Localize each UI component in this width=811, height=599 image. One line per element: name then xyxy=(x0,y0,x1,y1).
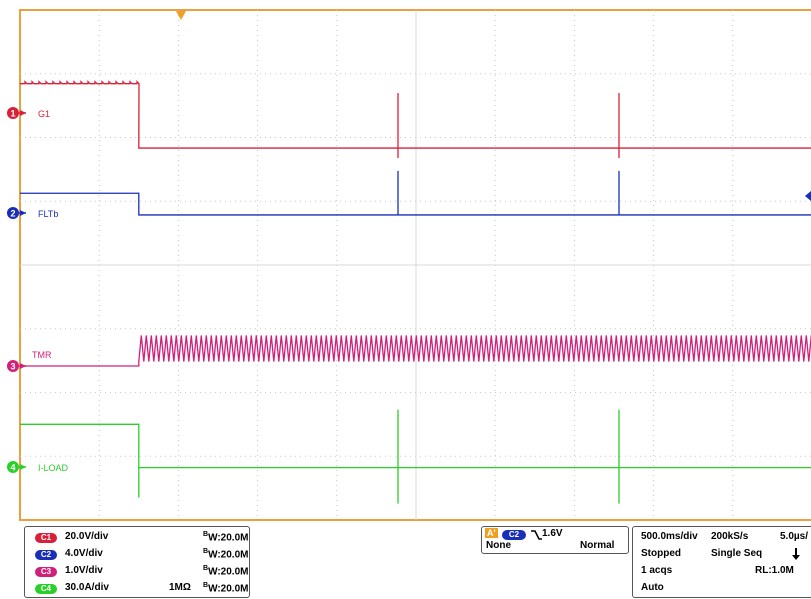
channel-marker-number: 1 xyxy=(10,109,15,119)
channel-marker-4[interactable]: 4 I-LOAD xyxy=(7,461,69,473)
waveform-traces xyxy=(20,80,811,504)
trigger-source-badge: C2 xyxy=(502,530,526,540)
channel-badge-c2[interactable]: C2 xyxy=(35,550,57,560)
timebase: 500.0ms/div xyxy=(641,531,698,542)
bandwidth-c4: BW:20.0M xyxy=(203,582,249,595)
auto-mode: Auto xyxy=(641,582,664,593)
channel-row-c2[interactable]: C2 4.0V/div BW:20.0M xyxy=(25,547,249,565)
bandwidth-c3: BW:20.0M xyxy=(203,565,249,578)
channel-scale-c3: 1.0V/div xyxy=(65,565,103,576)
channel-scale-c4: 30.0A/div xyxy=(65,582,109,593)
channel-marker-1[interactable]: 1 G1 xyxy=(7,107,50,119)
acq-state: Stopped xyxy=(641,548,681,559)
channel-label-tmr: TMR xyxy=(32,350,52,360)
channel-marker-dot[interactable] xyxy=(7,207,19,219)
falling-edge-icon xyxy=(531,530,542,540)
channel-marker-2[interactable]: 2 FLTb xyxy=(7,207,58,219)
trace-i-load xyxy=(20,409,811,504)
resolution: 5.0µs/ xyxy=(780,531,809,542)
acq-mode: Single Seq xyxy=(711,548,763,559)
channel-label-fltb: FLTb xyxy=(38,209,58,219)
trace-fltb xyxy=(20,170,811,216)
trigger-position-marker[interactable] xyxy=(176,11,186,20)
coupling-c4: 1MΩ xyxy=(169,582,191,593)
channel-markers: 1 G1 2 FLTb 3 TMR 4 I-LOAD xyxy=(7,107,69,473)
acq-count: 1 acqs xyxy=(641,565,673,576)
trace-g1 xyxy=(20,80,811,159)
channel-badge-c3[interactable]: C3 xyxy=(35,567,57,577)
channel-marker-number: 4 xyxy=(10,463,15,473)
channel-badge-c4[interactable]: C4 xyxy=(35,584,57,594)
trigger-level: 1.6V xyxy=(542,528,563,539)
channel-marker-dot[interactable] xyxy=(7,107,19,119)
channel-label-g1: G1 xyxy=(38,109,50,119)
channel-marker-number: 2 xyxy=(10,209,15,219)
bandwidth-c1: BW:20.0M xyxy=(203,531,249,544)
channel-marker-dot[interactable] xyxy=(7,461,19,473)
trigger-coupling: None xyxy=(486,540,511,551)
channel-label-i-load: I-LOAD xyxy=(38,463,69,473)
channel-settings-panel: C1 20.0V/div BW:20.0M C2 4.0V/div BW:20.… xyxy=(24,526,250,598)
channel-marker-number: 3 xyxy=(10,362,15,372)
channel-row-c3[interactable]: C3 1.0V/div BW:20.0M xyxy=(25,564,249,582)
bandwidth-c2: BW:20.0M xyxy=(203,548,249,561)
trigger-settings-panel[interactable]: A' C2 1.6V None Normal xyxy=(481,526,629,554)
record-length: RL:1.0M xyxy=(755,565,794,576)
channel-badge-c1[interactable]: C1 xyxy=(35,533,57,543)
channel-marker-dot[interactable] xyxy=(7,360,19,372)
trigger-badge: A' xyxy=(485,528,498,538)
channel-row-c1[interactable]: C1 20.0V/div BW:20.0M xyxy=(25,530,249,548)
channel-row-c4[interactable]: C4 30.0A/div 1MΩ BW:20.0M xyxy=(25,581,249,599)
sample-rate: 200kS/s xyxy=(711,531,749,542)
channel-scale-c1: 20.0V/div xyxy=(65,531,109,542)
channel-marker-3[interactable]: 3 TMR xyxy=(7,350,52,372)
trigger-mode: Normal xyxy=(580,540,615,551)
trigger-level-marker[interactable] xyxy=(805,191,811,201)
graticule-grid xyxy=(20,10,811,520)
acquisition-panel[interactable]: 500.0ms/div 200kS/s 5.0µs/ Stopped Singl… xyxy=(632,526,811,598)
trace-tmr xyxy=(20,335,811,367)
arrow-down-icon xyxy=(792,548,800,560)
channel-scale-c2: 4.0V/div xyxy=(65,548,103,559)
